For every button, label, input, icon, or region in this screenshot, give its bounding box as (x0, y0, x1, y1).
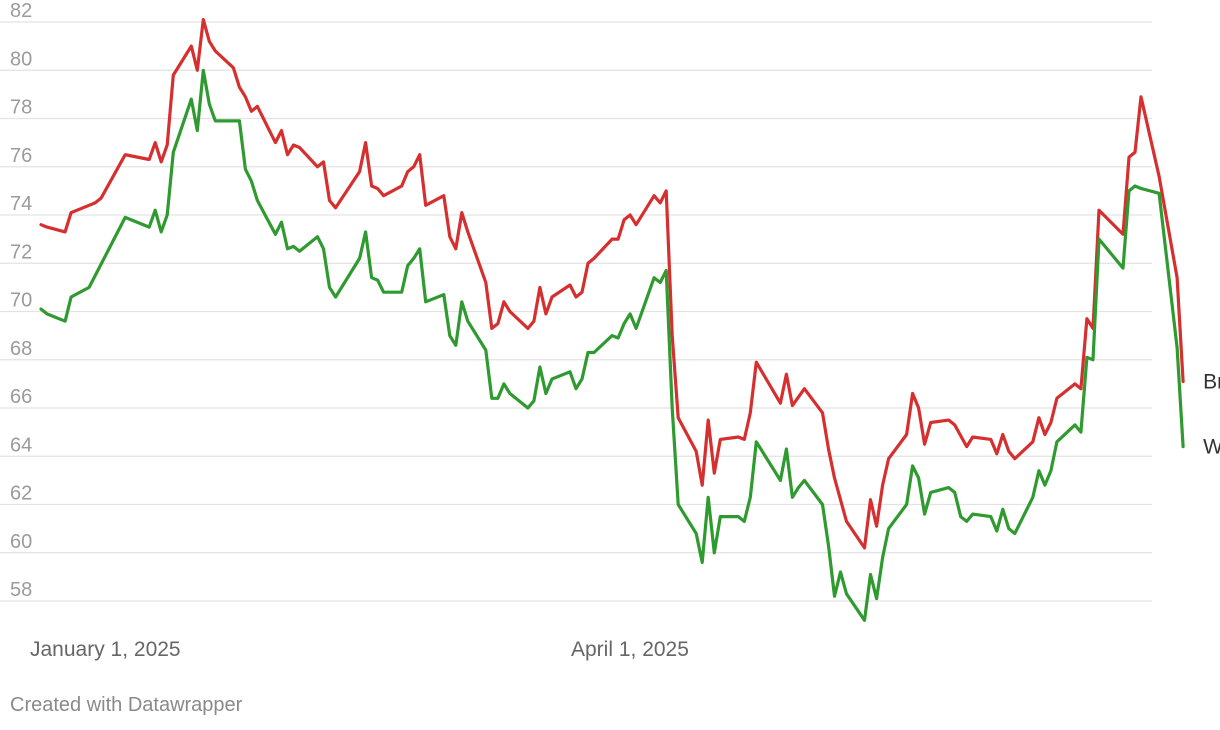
series-lines (39, 18, 1185, 622)
x-tick-label: January 1, 2025 (30, 638, 181, 661)
series-line-wti (39, 68, 1185, 622)
y-axis-tick-labels: 82 80 78 76 74 72 70 68 66 64 62 60 58 (10, 0, 32, 601)
y-tick-label: 58 (10, 579, 32, 601)
x-tick-label: April 1, 2025 (571, 638, 689, 661)
y-tick-label: 62 (10, 483, 32, 505)
y-tick-label: 66 (10, 386, 32, 408)
y-tick-label: 72 (10, 241, 32, 263)
line-chart: 82 80 78 76 74 72 70 68 66 64 62 60 58 January 1, 20… (0, 0, 1220, 661)
y-tick-label: 70 (10, 290, 32, 312)
series-end-labels: Brent WTI (1203, 370, 1220, 458)
y-tick-label: 76 (10, 145, 32, 167)
y-tick-label: 78 (10, 97, 32, 119)
gridlines (0, 21, 1152, 602)
series-line-brent (39, 18, 1185, 550)
series-label-brent: Brent (1203, 370, 1220, 393)
y-tick-label: 74 (10, 193, 32, 215)
attribution-footer: Created with Datawrapper (10, 694, 243, 716)
y-tick-label: 60 (10, 531, 32, 553)
series-label-wti: WTI (1203, 436, 1220, 459)
y-tick-label: 80 (10, 48, 32, 70)
y-tick-label: 82 (10, 0, 32, 22)
y-tick-label: 64 (10, 434, 32, 456)
x-axis-tick-labels: January 1, 2025 April 1, 2025 (30, 638, 689, 661)
y-tick-label: 68 (10, 338, 32, 360)
